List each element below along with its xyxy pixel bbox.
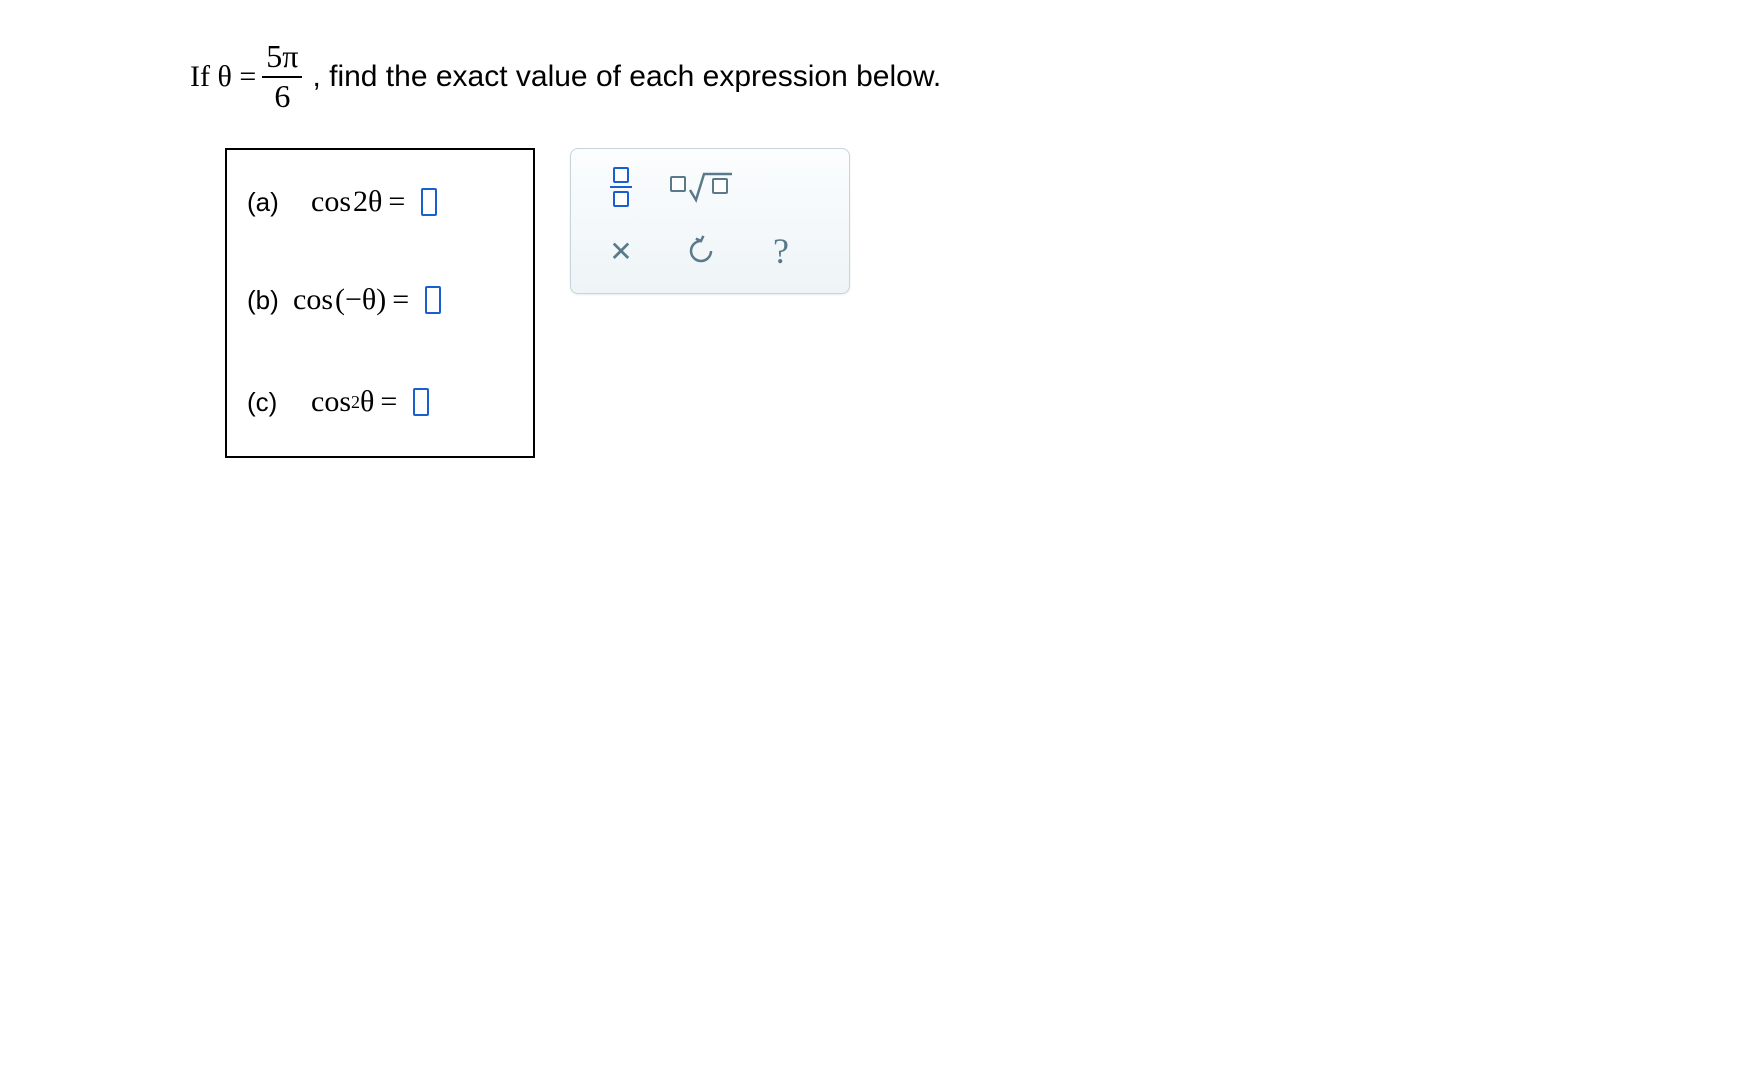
fraction-icon-den bbox=[613, 191, 629, 207]
answers-panel: (a) cos 2θ = (b) cos (−θ) = (c) cos 2 θ … bbox=[225, 148, 535, 458]
eq-b: = bbox=[392, 283, 409, 317]
cos-b: cos bbox=[293, 283, 333, 317]
fraction-icon-bar bbox=[610, 186, 632, 188]
answer-input-a[interactable] bbox=[421, 188, 437, 216]
answer-input-c[interactable] bbox=[413, 388, 429, 416]
sqrt-coef-box bbox=[670, 176, 686, 192]
fraction-tool[interactable] bbox=[581, 159, 661, 215]
sqrt-radicand-box bbox=[712, 178, 728, 194]
expression-a: cos 2θ = bbox=[311, 185, 437, 219]
undo-icon bbox=[685, 235, 717, 267]
help-tool[interactable]: ? bbox=[741, 223, 821, 279]
arg-c: θ bbox=[360, 385, 374, 419]
eq-a: = bbox=[388, 185, 405, 219]
undo-tool[interactable]: ↺ bbox=[661, 223, 741, 279]
answer-row-a: (a) cos 2θ = bbox=[247, 172, 437, 232]
cos-a: cos bbox=[311, 185, 351, 219]
toolbox-row-2: ✕ ↺ ? bbox=[581, 219, 839, 283]
fraction-denominator: 6 bbox=[270, 80, 294, 114]
answer-input-b[interactable] bbox=[425, 286, 441, 314]
eq-c: = bbox=[380, 385, 397, 419]
part-label-c: (c) bbox=[247, 387, 283, 418]
sqrt-icon bbox=[670, 170, 732, 204]
sqrt-symbol bbox=[688, 170, 732, 204]
part-label-b: (b) bbox=[247, 285, 283, 316]
problem-suffix: , find the exact value of each expressio… bbox=[312, 60, 941, 94]
toolbox-row-1 bbox=[581, 155, 839, 219]
cos-c: cos bbox=[311, 385, 351, 419]
part-label-a: (a) bbox=[247, 187, 283, 218]
fraction-icon-num bbox=[613, 167, 629, 183]
problem-prefix: If θ = bbox=[190, 60, 256, 94]
help-icon: ? bbox=[773, 230, 789, 272]
clear-icon: ✕ bbox=[609, 235, 632, 268]
clear-tool[interactable]: ✕ bbox=[581, 223, 661, 279]
math-toolbox: ✕ ↺ ? bbox=[570, 148, 850, 294]
answer-row-c: (c) cos 2 θ = bbox=[247, 372, 429, 432]
arg-b: (−θ) bbox=[335, 283, 386, 317]
arg-a: 2θ bbox=[353, 185, 382, 219]
fraction-numerator: 5π bbox=[262, 40, 302, 74]
expression-b: cos (−θ) = bbox=[293, 283, 441, 317]
sqrt-tool[interactable] bbox=[661, 159, 741, 215]
fraction-icon bbox=[610, 167, 632, 207]
theta-fraction: 5π 6 bbox=[262, 40, 302, 113]
answer-row-b: (b) cos (−θ) = bbox=[247, 270, 441, 330]
problem-statement: If θ = 5π 6 , find the exact value of ea… bbox=[190, 40, 941, 113]
expression-c: cos 2 θ = bbox=[311, 385, 429, 419]
